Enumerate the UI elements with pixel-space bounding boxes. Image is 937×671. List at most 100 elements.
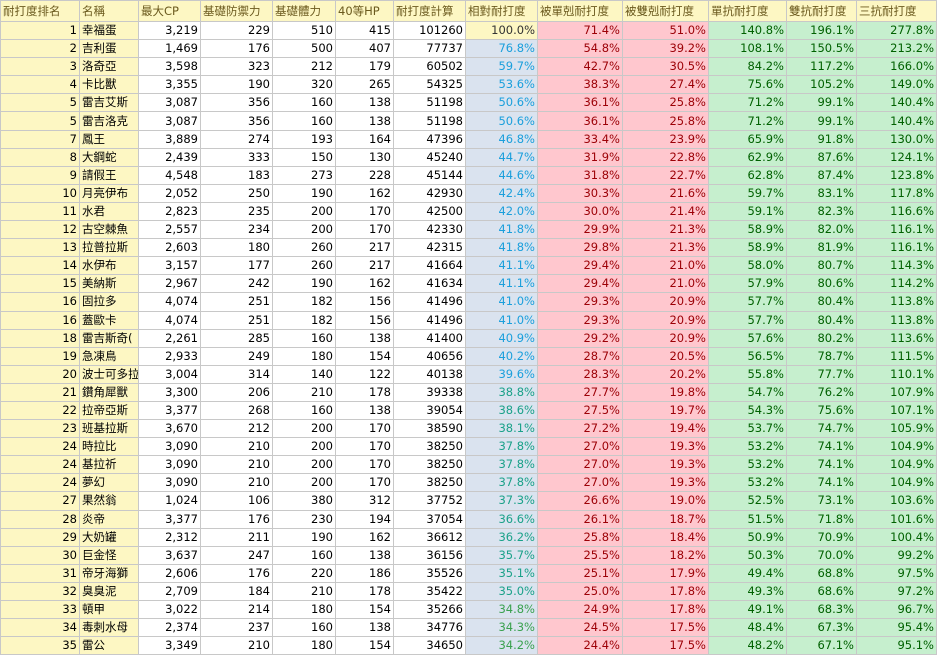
cell-double-weak[interactable]: 23.9% <box>622 129 709 149</box>
cell-durability-calc[interactable]: 54325 <box>393 75 466 95</box>
cell-relative-durability[interactable]: 40.9% <box>465 328 538 348</box>
cell-relative-durability[interactable]: 38.1% <box>465 419 538 439</box>
cell-rank[interactable]: 13 <box>0 238 80 258</box>
cell-max-cp[interactable]: 3,889 <box>138 129 201 149</box>
cell-max-cp[interactable]: 2,312 <box>138 527 201 547</box>
cell-double-weak[interactable]: 17.5% <box>622 636 709 656</box>
cell-single-resist[interactable]: 53.2% <box>708 473 787 493</box>
cell-double-weak[interactable]: 51.0% <box>622 20 709 41</box>
cell-base-stamina[interactable]: 190 <box>272 183 336 203</box>
cell-single-resist[interactable]: 59.7% <box>708 183 787 203</box>
cell-single-weak[interactable]: 33.4% <box>537 129 623 149</box>
cell-max-cp[interactable]: 3,670 <box>138 419 201 439</box>
cell-base-defense[interactable]: 177 <box>200 256 273 276</box>
cell-single-weak[interactable]: 29.8% <box>537 238 623 258</box>
cell-double-weak[interactable]: 21.4% <box>622 201 709 222</box>
cell-double-weak[interactable]: 21.0% <box>622 256 709 276</box>
cell-max-cp[interactable]: 2,933 <box>138 346 201 366</box>
cell-base-defense[interactable]: 249 <box>200 346 273 366</box>
cell-double-resist[interactable]: 70.9% <box>786 527 857 547</box>
cell-rank[interactable]: 20 <box>0 364 80 384</box>
cell-hp-40[interactable]: 154 <box>335 346 394 366</box>
header-cell-triple-resist[interactable]: 三抗耐打度 <box>856 0 937 22</box>
header-cell-max-cp[interactable]: 最大CP <box>138 0 201 22</box>
cell-durability-calc[interactable]: 37054 <box>393 509 466 529</box>
cell-durability-calc[interactable]: 38250 <box>393 437 466 457</box>
cell-double-resist[interactable]: 73.1% <box>786 491 857 511</box>
header-cell-name[interactable]: 名稱 <box>79 0 139 22</box>
cell-max-cp[interactable]: 2,374 <box>138 618 201 638</box>
cell-base-defense[interactable]: 234 <box>200 220 273 240</box>
cell-relative-durability[interactable]: 42.4% <box>465 183 538 203</box>
cell-base-stamina[interactable]: 200 <box>272 419 336 439</box>
cell-rank[interactable]: 21 <box>0 382 80 402</box>
cell-single-resist[interactable]: 62.9% <box>708 147 787 167</box>
cell-single-resist[interactable]: 49.4% <box>708 563 787 583</box>
cell-double-weak[interactable]: 17.9% <box>622 563 709 583</box>
cell-base-stamina[interactable]: 180 <box>272 636 336 656</box>
cell-hp-40[interactable]: 162 <box>335 527 394 547</box>
cell-triple-resist[interactable]: 107.1% <box>856 400 937 421</box>
cell-rank[interactable]: 1 <box>0 20 80 41</box>
cell-double-resist[interactable]: 67.3% <box>786 618 857 638</box>
cell-triple-resist[interactable]: 149.0% <box>856 75 937 95</box>
cell-single-weak[interactable]: 30.3% <box>537 183 623 203</box>
cell-hp-40[interactable]: 170 <box>335 201 394 222</box>
cell-hp-40[interactable]: 407 <box>335 39 394 59</box>
cell-base-defense[interactable]: 242 <box>200 274 273 294</box>
cell-double-weak[interactable]: 25.8% <box>622 93 709 113</box>
cell-durability-calc[interactable]: 42500 <box>393 201 466 222</box>
cell-double-resist[interactable]: 82.0% <box>786 220 857 240</box>
cell-base-stamina[interactable]: 200 <box>272 437 336 457</box>
cell-single-resist[interactable]: 65.9% <box>708 129 787 149</box>
header-cell-single-weak[interactable]: 被單剋耐打度 <box>537 0 623 22</box>
cell-double-resist[interactable]: 74.1% <box>786 473 857 493</box>
cell-single-resist[interactable]: 53.2% <box>708 437 787 457</box>
cell-name[interactable]: 美納斯 <box>79 274 139 294</box>
cell-name[interactable]: 夢幻 <box>79 473 139 493</box>
cell-single-resist[interactable]: 50.9% <box>708 527 787 547</box>
cell-single-weak[interactable]: 31.8% <box>537 165 623 185</box>
cell-rank[interactable]: 11 <box>0 201 80 222</box>
cell-rank[interactable]: 16 <box>0 310 80 330</box>
cell-durability-calc[interactable]: 42330 <box>393 220 466 240</box>
header-cell-durability-calc[interactable]: 耐打度計算 <box>393 0 466 22</box>
cell-base-defense[interactable]: 356 <box>200 93 273 113</box>
cell-name[interactable]: 雷吉洛克 <box>79 111 139 131</box>
cell-base-defense[interactable]: 247 <box>200 545 273 565</box>
cell-double-weak[interactable]: 17.8% <box>622 599 709 620</box>
cell-single-weak[interactable]: 26.1% <box>537 509 623 529</box>
cell-name[interactable]: 毒刺水母 <box>79 618 139 638</box>
cell-relative-durability[interactable]: 41.0% <box>465 292 538 312</box>
cell-max-cp[interactable]: 2,967 <box>138 274 201 294</box>
cell-max-cp[interactable]: 4,548 <box>138 165 201 185</box>
cell-max-cp[interactable]: 2,052 <box>138 183 201 203</box>
cell-double-resist[interactable]: 87.6% <box>786 147 857 167</box>
cell-base-defense[interactable]: 214 <box>200 599 273 620</box>
cell-rank[interactable]: 35 <box>0 636 80 656</box>
cell-rank[interactable]: 24 <box>0 437 80 457</box>
cell-base-defense[interactable]: 212 <box>200 419 273 439</box>
cell-double-weak[interactable]: 21.6% <box>622 183 709 203</box>
cell-max-cp[interactable]: 3,349 <box>138 636 201 656</box>
cell-hp-40[interactable]: 178 <box>335 382 394 402</box>
cell-max-cp[interactable]: 3,087 <box>138 111 201 131</box>
cell-rank[interactable]: 16 <box>0 292 80 312</box>
cell-base-defense[interactable]: 251 <box>200 292 273 312</box>
cell-single-resist[interactable]: 108.1% <box>708 39 787 59</box>
cell-base-defense[interactable]: 251 <box>200 310 273 330</box>
cell-name[interactable]: 幸福蛋 <box>79 20 139 41</box>
cell-double-resist[interactable]: 68.3% <box>786 599 857 620</box>
cell-triple-resist[interactable]: 166.0% <box>856 57 937 77</box>
cell-triple-resist[interactable]: 113.8% <box>856 310 937 330</box>
cell-rank[interactable]: 34 <box>0 618 80 638</box>
cell-name[interactable]: 雷吉艾斯 <box>79 93 139 113</box>
cell-hp-40[interactable]: 138 <box>335 618 394 638</box>
cell-hp-40[interactable]: 265 <box>335 75 394 95</box>
cell-double-resist[interactable]: 71.8% <box>786 509 857 529</box>
cell-name[interactable]: 鑽角犀獸 <box>79 382 139 402</box>
cell-name[interactable]: 臭臭泥 <box>79 581 139 602</box>
cell-single-weak[interactable]: 29.2% <box>537 328 623 348</box>
cell-base-defense[interactable]: 229 <box>200 20 273 41</box>
cell-single-weak[interactable]: 29.3% <box>537 310 623 330</box>
